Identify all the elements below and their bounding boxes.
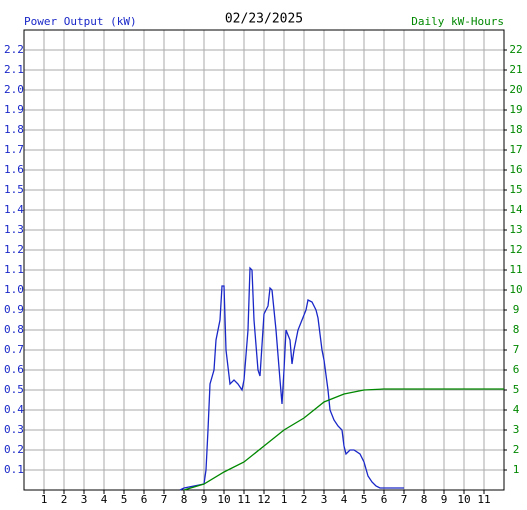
x-tick-label: 8 [421,493,428,506]
y2-tick-label: 10 [509,283,522,296]
y-tick-label: 1.9 [4,103,24,116]
x-tick-label: 3 [81,493,88,506]
y2-tick-label: 19 [509,103,522,116]
y2-tick-label: 16 [509,163,522,176]
y-tick-label: 1.4 [4,203,24,216]
y2-axis-label: Daily kW-Hours [411,15,504,28]
x-tick-label: 1 [281,493,288,506]
x-tick-label: 4 [101,493,108,506]
y2-tick-label: 4 [513,403,520,416]
y-tick-label: 0.9 [4,303,24,316]
y2-tick-label: 7 [513,343,520,356]
y-tick-label: 1.3 [4,223,24,236]
y-tick-label: 1.7 [4,143,24,156]
x-tick-label: 4 [341,493,348,506]
y-tick-label: 2.0 [4,83,24,96]
y-tick-label: 1.0 [4,283,24,296]
y2-tick-label: 12 [509,243,522,256]
y-tick-label: 0.8 [4,323,24,336]
y-tick-label: 1.8 [4,123,24,136]
y-tick-label: 2.2 [4,43,24,56]
y2-tick-label: 6 [513,363,520,376]
x-tick-label: 11 [237,493,250,506]
x-tick-label: 8 [181,493,188,506]
y-tick-label: 0.3 [4,423,24,436]
x-tick-label: 10 [217,493,230,506]
series-line [179,266,404,491]
y-tick-label: 0.2 [4,443,24,456]
y-tick-label: 0.5 [4,383,24,396]
x-tick-label: 10 [457,493,470,506]
y-tick-label: 0.6 [4,363,24,376]
y2-tick-label: 14 [509,203,523,216]
y-tick-label: 1.5 [4,183,24,196]
y-tick-label: 1.1 [4,263,24,276]
x-tick-label: 9 [201,493,208,506]
y2-tick-label: 18 [509,123,522,136]
series-line [183,388,504,491]
y2-tick-label: 15 [509,183,522,196]
y2-tick-label: 13 [509,223,522,236]
x-tick-label: 2 [301,493,308,506]
x-tick-label: 11 [477,493,490,506]
y2-tick-label: 8 [513,323,520,336]
x-tick-label: 5 [361,493,368,506]
y-tick-label: 0.1 [4,463,24,476]
y2-tick-label: 22 [509,43,522,56]
x-tick-label: 1 [41,493,48,506]
y-axis-label: Power Output (kW) [24,15,137,28]
x-tick-label: 6 [381,493,388,506]
y2-tick-label: 2 [513,443,520,456]
y2-tick-label: 1 [513,463,520,476]
x-tick-label: 9 [441,493,448,506]
x-tick-label: 3 [321,493,328,506]
x-tick-label: 12 [257,493,270,506]
chart-title: 02/23/2025 [225,12,303,27]
x-tick-label: 2 [61,493,68,506]
x-tick-label: 7 [161,493,168,506]
x-tick-label: 7 [401,493,408,506]
y-tick-label: 1.6 [4,163,24,176]
plot-border [23,29,505,491]
y2-tick-label: 21 [509,63,522,76]
y2-tick-label: 3 [513,423,520,436]
y-tick-label: 0.4 [4,403,24,416]
y-tick-label: 0.7 [4,343,24,356]
y2-tick-label: 20 [509,83,522,96]
y-tick-label: 2.1 [4,63,24,76]
y2-tick-label: 17 [509,143,522,156]
x-tick-label: 6 [141,493,148,506]
y-tick-label: 1.2 [4,243,24,256]
y2-tick-label: 5 [513,383,520,396]
y2-tick-label: 11 [509,263,522,276]
x-tick-label: 5 [121,493,128,506]
y2-tick-label: 9 [513,303,520,316]
